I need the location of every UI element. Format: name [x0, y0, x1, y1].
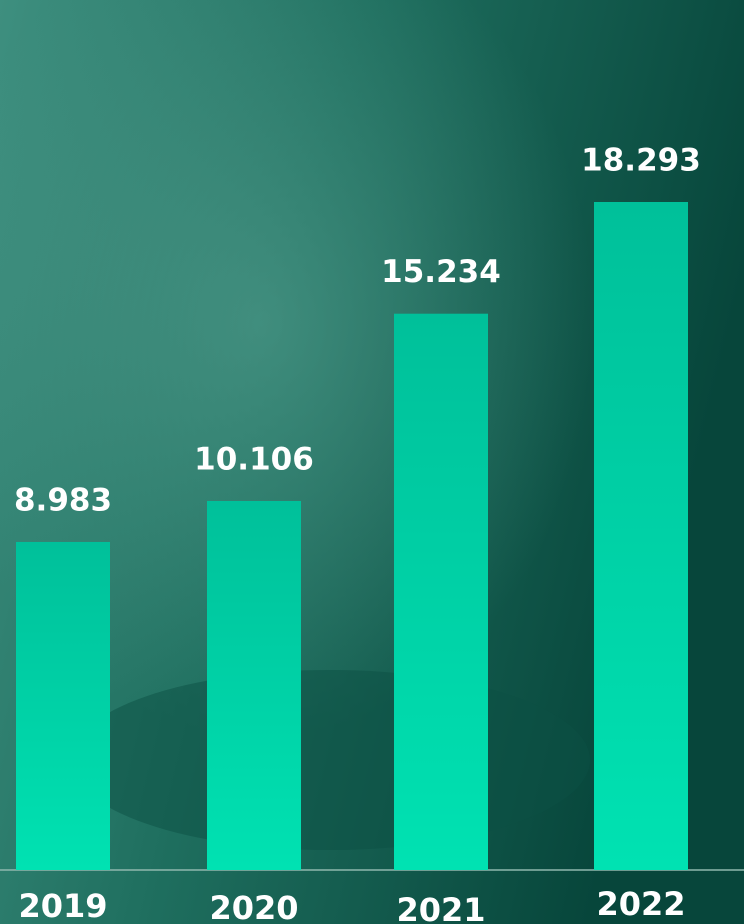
x-tick-label: 2022 [596, 885, 685, 923]
value-label: 10.106 [194, 441, 314, 477]
x-tick-label: 2020 [209, 889, 298, 924]
bar [394, 314, 488, 870]
value-label: 18.293 [581, 143, 701, 179]
value-label: 15.234 [381, 254, 501, 290]
value-label: 8.983 [14, 482, 112, 518]
background-shape [70, 670, 590, 850]
bar [16, 542, 110, 870]
chart: 8.983 2019 10.106 2020 15.234 2021 18.293 2022 [0, 0, 744, 924]
bar [207, 501, 301, 870]
bar [594, 202, 688, 870]
x-tick-label: 2021 [396, 891, 485, 924]
x-tick-label: 2019 [18, 887, 107, 924]
